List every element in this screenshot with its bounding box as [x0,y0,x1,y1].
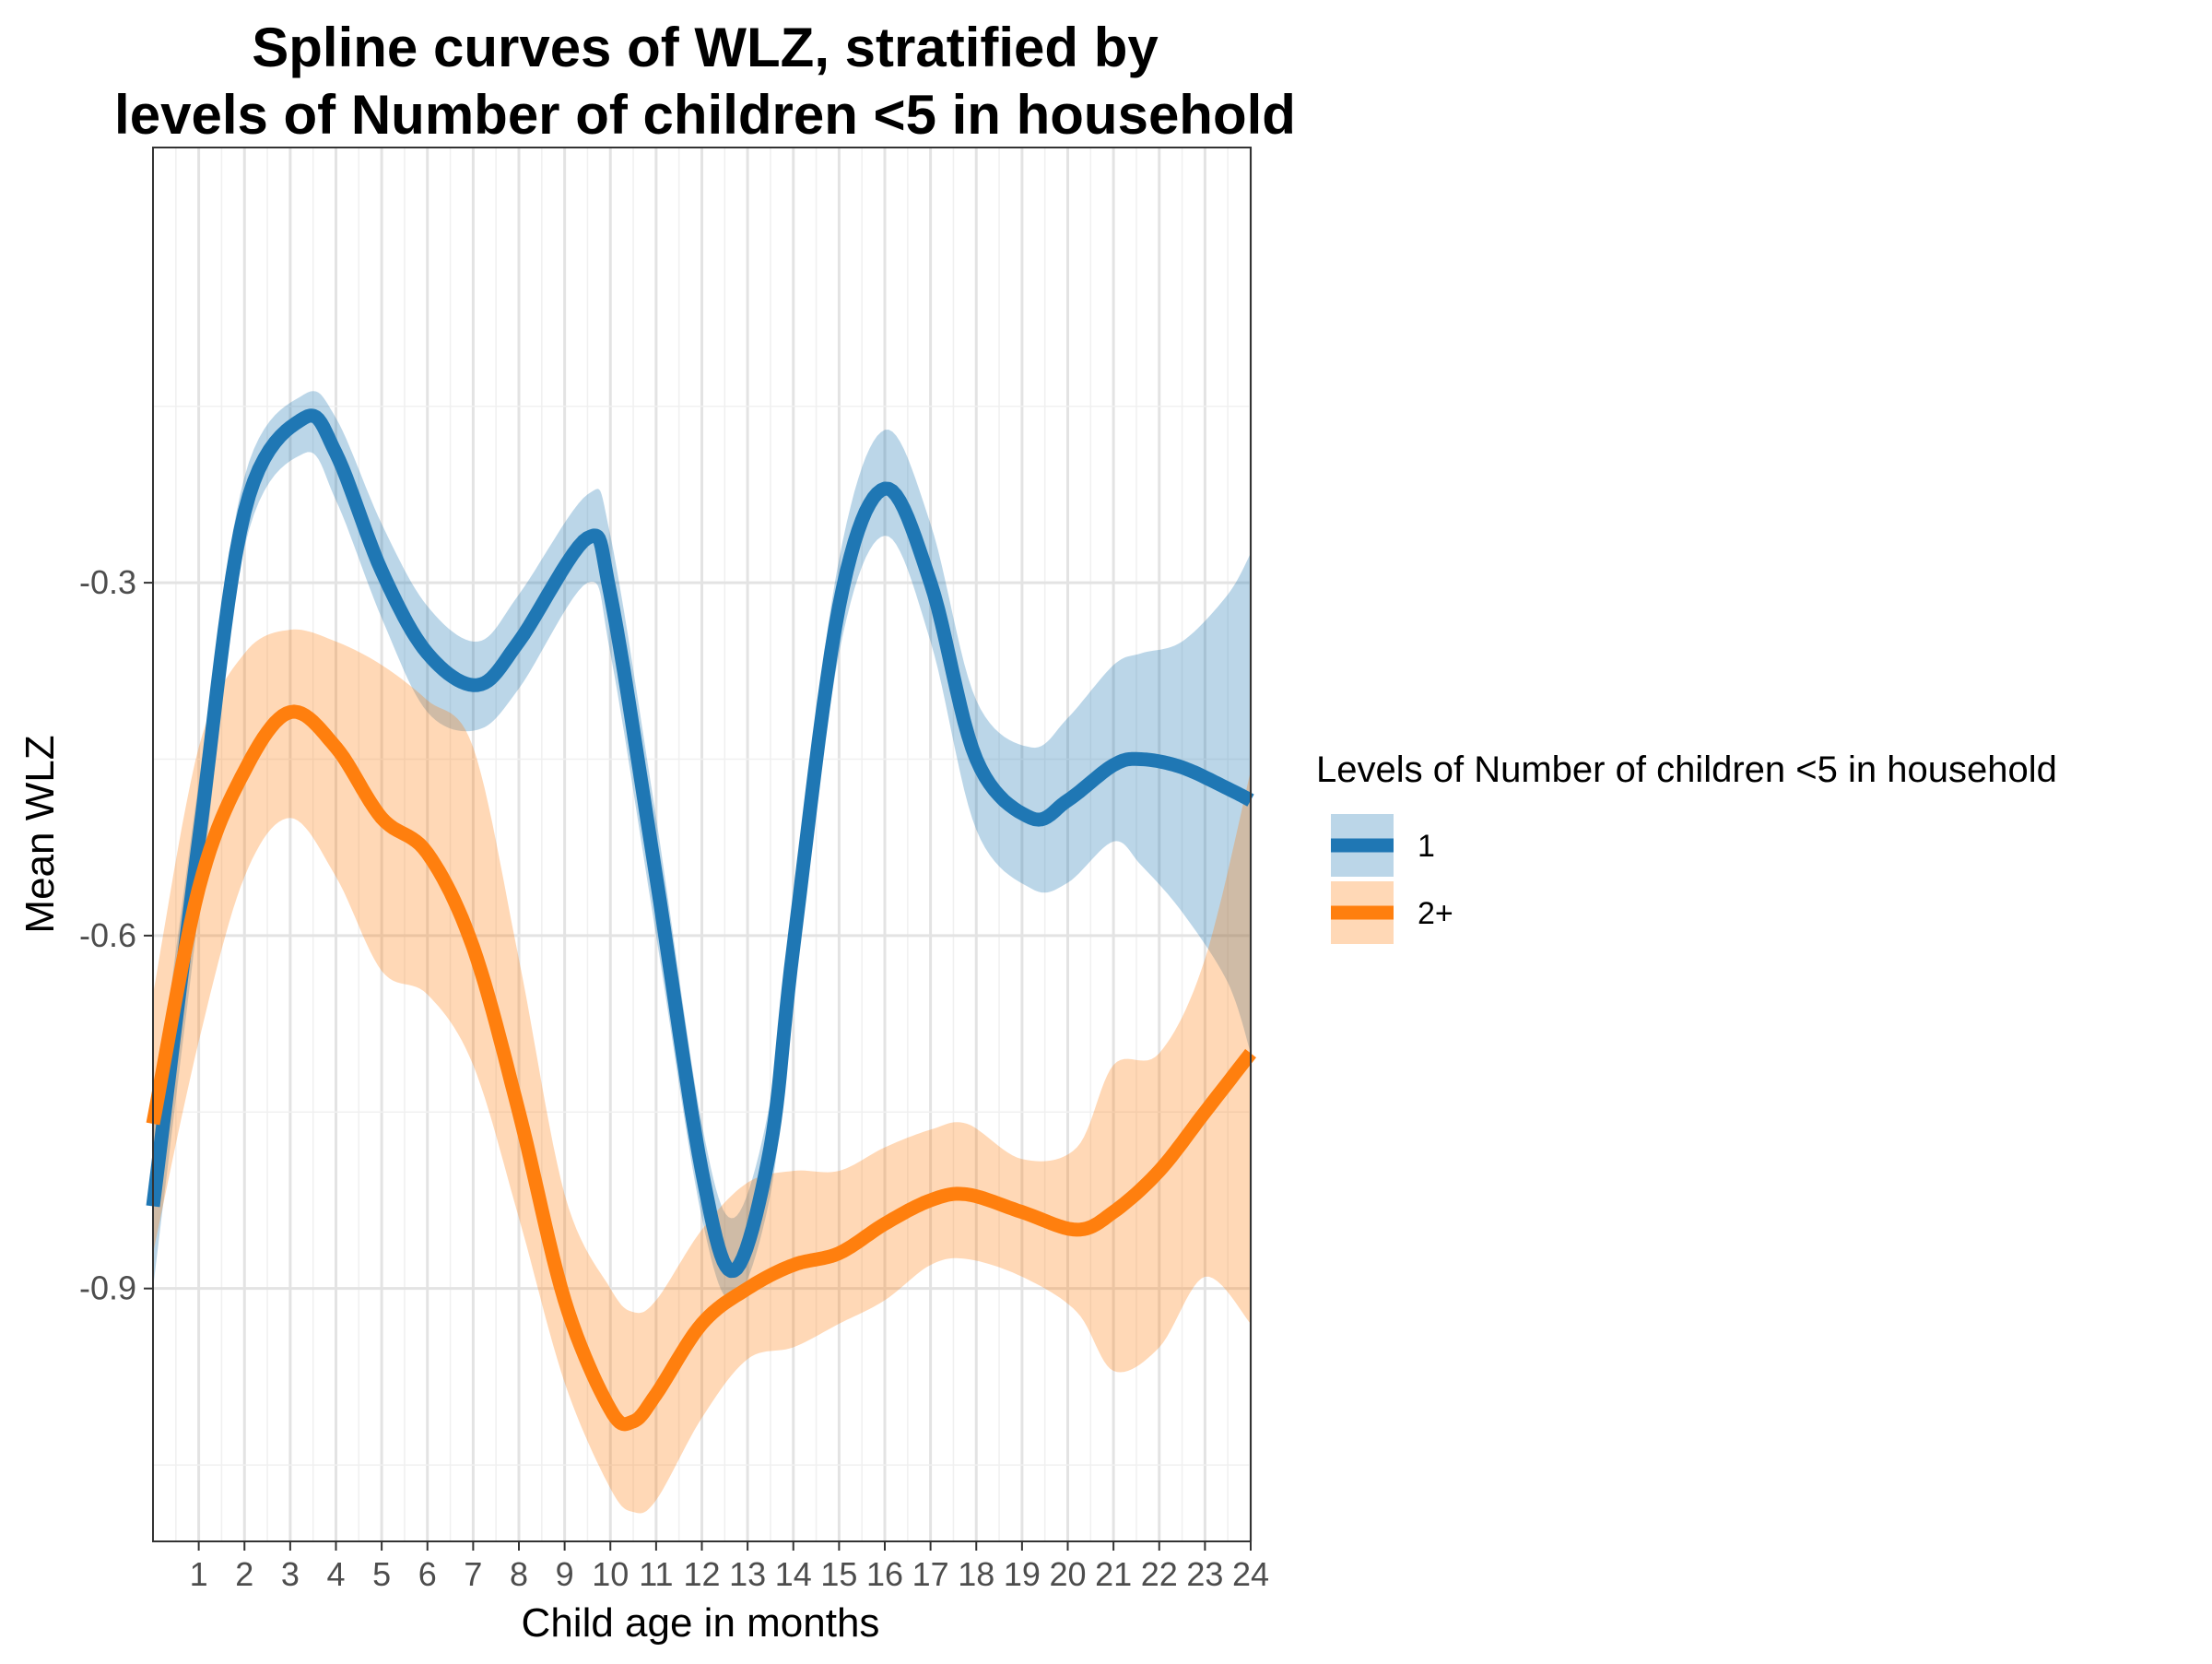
x-tick-label: 22 [1141,1555,1178,1593]
chart-title: Spline curves of WLZ, stratified by leve… [114,17,1296,146]
x-tick-label: 2 [235,1555,253,1593]
x-tick-label: 20 [1049,1555,1086,1593]
x-tick-label: 24 [1232,1555,1269,1593]
x-tick-label: 10 [592,1555,629,1593]
spline-lines [146,408,1257,1432]
legend: Levels of Number of children <5 in house… [1316,749,2057,944]
y-axis-title: Mean WLZ [18,735,63,933]
ribbon-series-1 [153,391,1251,1301]
x-tick-label: 3 [281,1555,300,1593]
x-tick-label: 16 [866,1555,903,1593]
x-tick-label: 19 [1004,1555,1041,1593]
x-tick-label: 17 [912,1555,949,1593]
x-tick-label: 15 [820,1555,857,1593]
legend-keys: 1 2+ [1331,814,1453,944]
x-tick-label: 23 [1186,1555,1223,1593]
x-tick-label: 4 [326,1555,345,1593]
x-tick-label: 6 [418,1555,437,1593]
x-tick-label: 21 [1095,1555,1132,1593]
x-tick-label: 5 [372,1555,391,1593]
plot-panel [146,147,1257,1542]
chart-title-line-2: levels of Number of children <5 in house… [114,84,1296,146]
x-tick-label: 7 [464,1555,482,1593]
x-tick-label: 1 [190,1555,208,1593]
x-tick-label: 9 [556,1555,574,1593]
legend-label: 1 [1418,829,1435,864]
line-series-1 [146,408,1257,1279]
x-tick-label: 8 [510,1555,528,1593]
legend-title: Levels of Number of children <5 in house… [1316,749,2057,790]
x-axis-title: Child age in months [522,1600,880,1646]
legend-label: 2+ [1418,896,1453,931]
y-tick-label: -0.9 [79,1269,136,1307]
x-tick-label: 14 [775,1555,812,1593]
y-tick-label: -0.6 [79,916,136,954]
x-tick-label: 13 [729,1555,766,1593]
x-axis: 1 2 3 4 5 6 7 8 9 10 11 12 13 14 15 16 17 18 19 20 21 22 23 24 [190,1541,1269,1593]
y-tick-label: -0.3 [79,563,136,601]
chart-title-line-1: Spline curves of WLZ, stratified by [252,17,1159,78]
x-tick-label: 11 [639,1555,673,1593]
y-axis: -0.3 -0.6 -0.9 [79,563,153,1307]
x-tick-label: 12 [683,1555,720,1593]
line-series-2 [146,704,1256,1432]
x-tick-label: 18 [958,1555,994,1593]
